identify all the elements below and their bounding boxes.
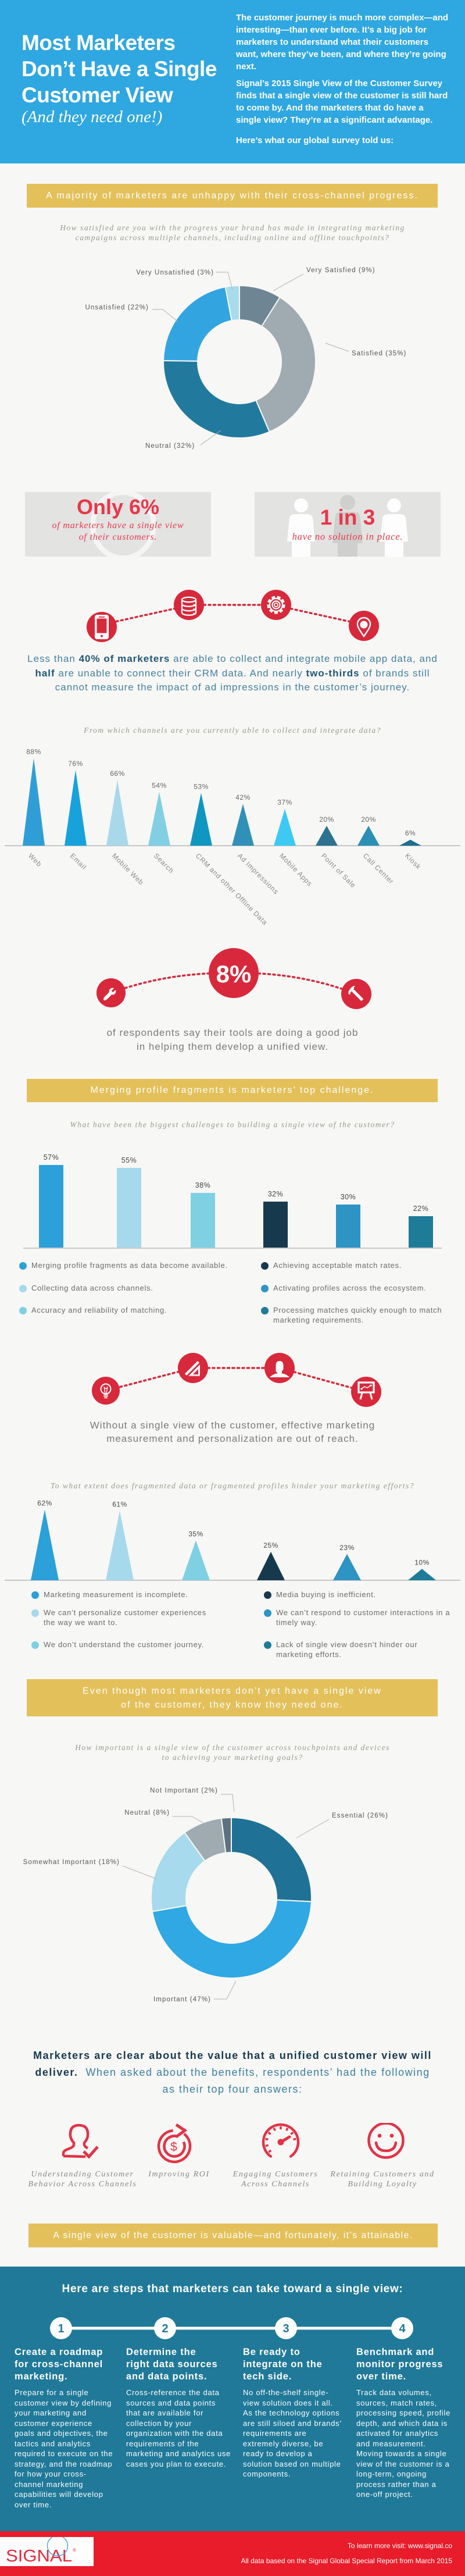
svg-text:Very Unsatisfied (3%): Very Unsatisfied (3%) [136,269,214,276]
svg-text:Mobile Web: Mobile Web [110,851,145,886]
svg-text:35%: 35% [188,1530,203,1538]
svg-text:Very Satisfied (9%): Very Satisfied (9%) [306,267,375,274]
svg-text:Somewhat Important (18%): Somewhat Important (18%) [23,1859,120,1866]
svg-text:54%: 54% [152,782,167,790]
svg-text:53%: 53% [194,782,209,790]
svg-text:Neutral (32%): Neutral (32%) [145,443,195,450]
svg-text:62%: 62% [37,1499,52,1507]
svg-text:Ad Impressions: Ad Impressions [236,851,280,896]
svg-text:23%: 23% [339,1544,355,1552]
svg-text:20%: 20% [319,815,334,824]
svg-text:1: 1 [58,2322,64,2335]
svg-text:Essential (26%): Essential (26%) [332,1812,388,1819]
svg-text:42%: 42% [235,793,251,801]
svg-text:6%: 6% [405,829,416,838]
svg-text:3: 3 [282,2322,289,2335]
svg-text:Satisfied (35%): Satisfied (35%) [352,350,406,357]
svg-text:37%: 37% [277,799,292,807]
svg-text:®: ® [73,2548,76,2553]
svg-text:2: 2 [162,2322,168,2335]
svg-text:88%: 88% [26,748,41,756]
svg-text:25%: 25% [263,1541,278,1549]
svg-text:Email: Email [69,851,88,871]
svg-text:Not Important (2%): Not Important (2%) [150,1787,218,1794]
svg-text:8%: 8% [216,960,252,988]
svg-text:SIGNAL: SIGNAL [6,2547,72,2566]
svg-text:Unsatisfied (22%): Unsatisfied (22%) [85,304,149,311]
svg-text:66%: 66% [110,769,125,778]
svg-text:$: $ [170,2140,177,2154]
svg-text:Search: Search [152,851,176,875]
svg-text:Call Center: Call Center [362,851,396,886]
svg-text:CRM and other Offline Data: CRM and other Offline Data [194,851,269,927]
svg-text:76%: 76% [68,760,83,768]
svg-text:Mobile Apps: Mobile Apps [278,851,314,888]
svg-text:Important (47%): Important (47%) [153,1996,211,2003]
svg-text:20%: 20% [361,815,376,824]
svg-text:61%: 61% [112,1500,127,1508]
svg-text:Kiosk: Kiosk [403,851,423,871]
svg-text:Web: Web [27,851,44,868]
svg-text:10%: 10% [414,1558,430,1566]
svg-text:4: 4 [399,2322,406,2335]
svg-text:Point of Sale: Point of Sale [320,851,357,889]
svg-text:Neutral (8%): Neutral (8%) [124,1809,170,1816]
